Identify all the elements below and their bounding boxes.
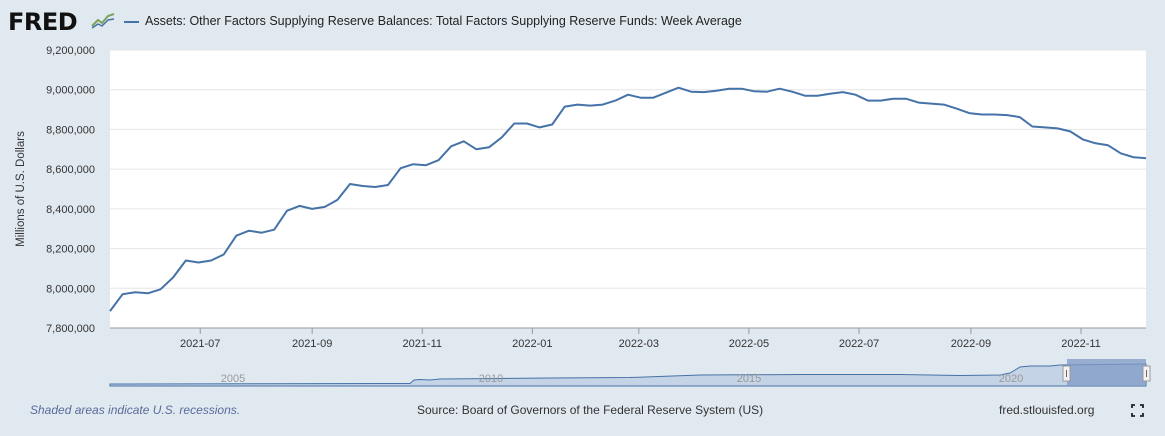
site-link[interactable]: fred.stlouisfed.org <box>999 403 1095 417</box>
x-tick-label: 2022-01 <box>512 338 552 350</box>
y-tick-label: 8,600,000 <box>46 164 95 176</box>
series-line[interactable] <box>109 86 1147 312</box>
y-tick-label: 8,400,000 <box>46 204 95 216</box>
line-chart[interactable]: 7,800,000 8,000,000 8,200,000 8,400,000 8,60… <box>0 0 1165 400</box>
x-tick-label: 2022-03 <box>619 338 659 350</box>
y-axis-ticks: 7,800,000 8,000,000 8,200,000 8,400,000 8,60… <box>46 45 95 335</box>
x-tick-label: 2022-07 <box>839 338 879 350</box>
source-text: Source: Board of Governors of the Federa… <box>417 403 764 417</box>
x-axis-ticks: 2021-07 2021-09 2021-11 2022-01 2022-03 2022-… <box>110 327 1146 350</box>
x-tick-label: 2021-07 <box>180 338 220 350</box>
navigator-selected-range[interactable] <box>1067 359 1146 386</box>
x-tick-label: 2022-05 <box>729 338 769 350</box>
x-tick-label: 2021-09 <box>292 338 332 350</box>
y-tick-label: 8,000,000 <box>46 283 95 295</box>
plot-background <box>110 50 1146 328</box>
recession-note: Shaded areas indicate U.S. recessions. <box>30 403 241 417</box>
navigator-handle-right[interactable] <box>1142 365 1151 382</box>
navigator-tick-label: 2005 <box>221 373 245 385</box>
logo-chart-icon <box>91 11 115 29</box>
y-axis-label: Millions of U.S. Dollars <box>15 131 27 247</box>
grid-lines <box>110 49 1146 329</box>
navigator-handle-left[interactable] <box>1062 365 1071 382</box>
fred-logo[interactable]: FRED <box>8 8 78 36</box>
x-tick-label: 2022-11 <box>1061 338 1101 350</box>
x-tick-label: 2022-09 <box>951 338 991 350</box>
navigator-tick-label: 2015 <box>737 373 761 385</box>
chart-legend[interactable]: Assets: Other Factors Supplying Reserve … <box>124 14 742 28</box>
legend-swatch <box>124 20 139 23</box>
range-navigator[interactable]: 2005 2010 2015 2020 <box>109 359 1151 387</box>
legend-label: Assets: Other Factors Supplying Reserve … <box>145 14 742 28</box>
y-tick-label: 8,800,000 <box>46 124 95 136</box>
y-tick-label: 9,000,000 <box>46 85 95 97</box>
navigator-ticks: 2005 2010 2015 2020 <box>221 373 1023 385</box>
y-tick-label: 7,800,000 <box>46 323 95 335</box>
navigator-tick-label: 2020 <box>999 373 1023 385</box>
navigator-tick-label: 2010 <box>479 373 503 385</box>
x-tick-label: 2021-11 <box>402 338 442 350</box>
y-tick-label: 8,200,000 <box>46 244 95 256</box>
fullscreen-icon[interactable] <box>1131 404 1144 417</box>
y-tick-label: 9,200,000 <box>46 45 95 57</box>
